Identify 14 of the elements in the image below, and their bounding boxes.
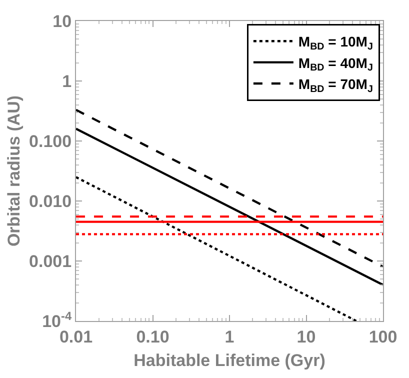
x-tick-label: 0.10 [136, 327, 170, 346]
y-tick-label: 0.100 [29, 132, 72, 151]
x-tick-label: 100 [368, 327, 398, 346]
y-tick-label: 0.001 [29, 252, 72, 271]
y-tick-label: 10 [52, 12, 72, 31]
y-tick-label: 1 [62, 72, 72, 91]
legend-label: M$_{BD}$ = 70M$_{J}$ [298, 76, 373, 95]
legend-label: M$_{BD}$ = 10M$_{J}$ [298, 34, 373, 52]
y-tick-label: 0.010 [29, 192, 72, 211]
x-tick-label: 1 [224, 327, 234, 346]
y-axis-title: Orbital radius (AU) [4, 95, 24, 247]
x-tick-label: 10 [296, 327, 316, 346]
legend-label: M$_{BD}$ = 40M$_{J}$ [298, 54, 373, 74]
x-axis-title: Habitable Lifetime (Gyr) [134, 350, 326, 370]
